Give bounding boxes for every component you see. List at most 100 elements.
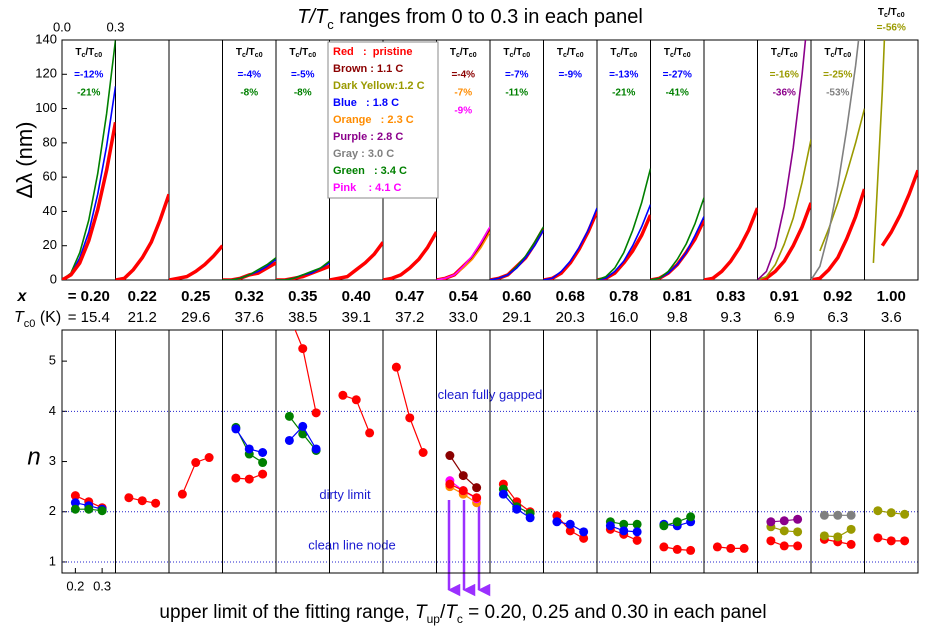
curve <box>276 260 330 280</box>
point <box>472 483 482 493</box>
ratio-header-part: c0 <box>790 52 798 59</box>
point <box>833 532 843 542</box>
point <box>659 542 669 552</box>
ratio-header: Tc/Tc0 <box>878 7 905 20</box>
ratio-header-part: T <box>450 47 456 58</box>
x-value: 0.60 <box>502 288 531 305</box>
point <box>619 526 629 536</box>
ratio-header-part: T <box>878 7 884 18</box>
y-tick-label: 60 <box>43 169 57 184</box>
curve <box>650 219 704 280</box>
point <box>605 521 615 531</box>
point <box>793 514 803 524</box>
x-value: 0.32 <box>235 288 264 305</box>
point <box>258 458 268 468</box>
point <box>458 486 468 496</box>
tc0-value: 6.9 <box>774 309 795 326</box>
point <box>659 521 669 531</box>
point <box>846 539 856 549</box>
point <box>231 473 241 483</box>
point <box>632 535 642 545</box>
point <box>351 395 361 405</box>
ratio-header: Tc/Tc0 <box>450 47 477 60</box>
ratio-label: =-9% <box>558 70 582 81</box>
y-tick-label: 80 <box>43 134 57 149</box>
legend-entry: Gray : 3.0 C <box>333 148 394 160</box>
x-value: 1.00 <box>877 288 906 305</box>
ratio-header: Tc/Tc0 <box>610 47 637 60</box>
point <box>498 489 508 499</box>
ratio-header-part: T <box>771 47 777 58</box>
ratio-header-part: c <box>82 52 86 59</box>
tc0-value: 29.6 <box>181 309 210 326</box>
ratio-header-part: /T <box>620 47 629 58</box>
point <box>672 544 682 554</box>
curve <box>329 241 383 280</box>
curve <box>436 226 490 280</box>
ratio-header-part: c0 <box>897 12 905 19</box>
curve <box>757 40 807 280</box>
point <box>298 429 308 439</box>
point <box>686 545 696 555</box>
x-value: 0.25 <box>181 288 210 305</box>
point <box>873 506 883 516</box>
ratio-label: =-5% <box>291 70 315 81</box>
x-tick-label: 0.2 <box>66 578 84 593</box>
ratio-header-part: c <box>831 52 835 59</box>
ratio-header-part: c <box>563 52 567 59</box>
ratio-header-part: c0 <box>683 52 691 59</box>
ratio-header-part: T <box>664 47 670 58</box>
x-value: 0.22 <box>128 288 157 305</box>
y-tick-label: 3 <box>49 453 56 468</box>
curve <box>543 207 597 280</box>
ratio-header-part: T <box>503 47 509 58</box>
point <box>886 536 896 546</box>
ratio-header-part: c <box>884 12 888 19</box>
ratio-label: =-4% <box>237 70 261 81</box>
legend-entry: Purple : 2.8 C <box>333 131 403 143</box>
point <box>70 498 80 508</box>
point <box>70 504 80 514</box>
tc0-value: 20.3 <box>556 309 585 326</box>
y-tick-label: 140 <box>35 31 57 46</box>
reference-label: clean line node <box>308 537 395 552</box>
ratio-header-part: c0 <box>308 52 316 59</box>
point <box>739 543 749 553</box>
tc0-value: 29.1 <box>502 309 531 326</box>
tc0-value: 16.0 <box>609 309 638 326</box>
point <box>191 458 201 468</box>
y-tick-label: 100 <box>35 100 57 115</box>
point <box>886 508 896 518</box>
ratio-header-part: T <box>610 47 616 58</box>
point <box>552 517 562 527</box>
legend-box <box>327 41 439 199</box>
ratio-label: -21% <box>77 88 100 99</box>
curve <box>650 197 704 280</box>
bottom-title: upper limit of the fitting range, Tup/Tc… <box>159 602 766 626</box>
ratio-header-part: /T <box>888 7 897 18</box>
point <box>124 493 134 503</box>
point <box>204 453 214 463</box>
ratio-header-part: T <box>236 47 242 58</box>
x-value: 0.81 <box>663 288 692 305</box>
ratio-label: =-27% <box>663 70 692 81</box>
x-value: 0.78 <box>609 288 638 305</box>
point <box>70 491 80 501</box>
point <box>793 527 803 537</box>
curve <box>169 244 223 280</box>
ratio-label: -21% <box>612 88 635 99</box>
curve <box>436 227 490 280</box>
ratio-header-part: T <box>75 47 81 58</box>
ratio-header-part: c0 <box>576 52 584 59</box>
point <box>284 435 294 445</box>
ratio-label: -36% <box>773 88 796 99</box>
point <box>900 509 910 519</box>
point <box>779 516 789 526</box>
ratio-header-part: /T <box>674 47 683 58</box>
legend-entry: Pink : 4.1 C <box>333 182 402 194</box>
x-value: = 0.20 <box>68 288 110 305</box>
legend-entry: Brown : 1.1 C <box>333 63 403 75</box>
x-value: 0.91 <box>770 288 799 305</box>
ratio-header-part: c <box>777 52 781 59</box>
